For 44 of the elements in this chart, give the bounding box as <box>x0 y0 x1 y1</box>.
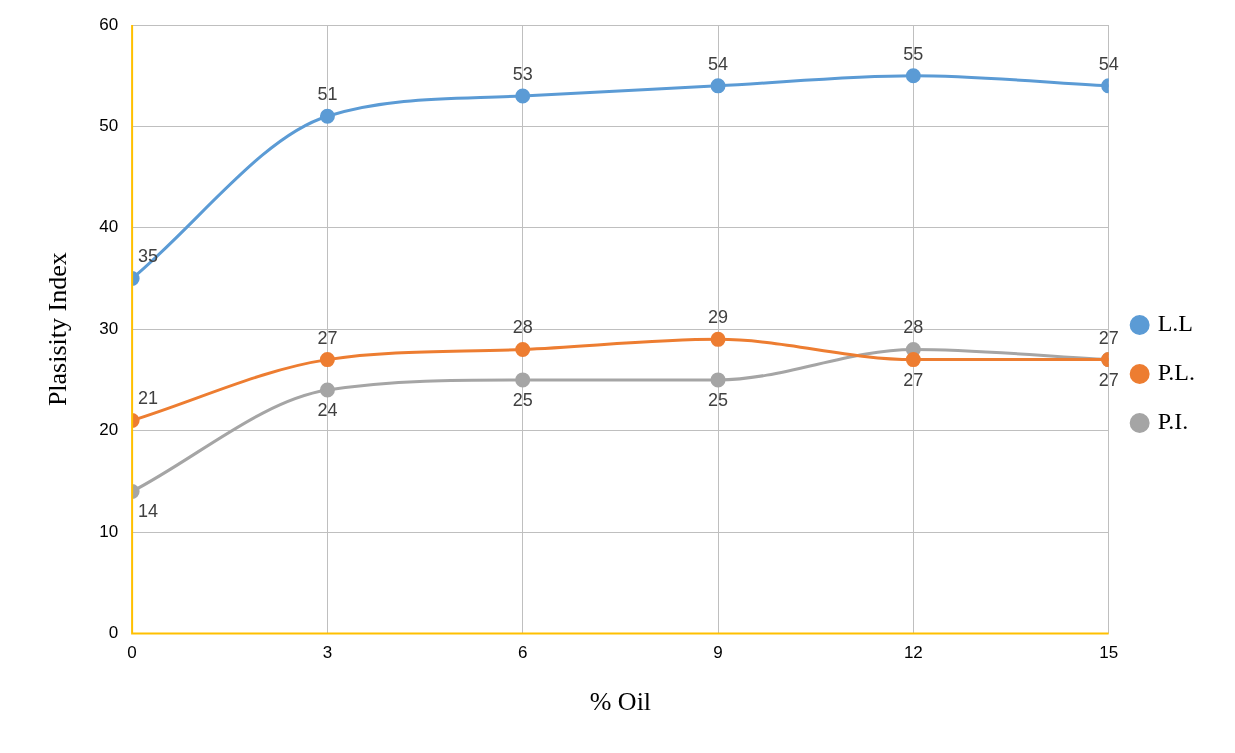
y-tick-label: 30 <box>99 318 119 338</box>
x-tick-label: 6 <box>517 643 528 663</box>
x-tick-label: 3 <box>322 643 333 663</box>
legend-label: P.I. <box>1157 408 1189 435</box>
data-label: 24 <box>317 400 338 421</box>
y-tick-label: 60 <box>99 14 119 34</box>
data-label: 29 <box>708 307 729 328</box>
data-label: 27 <box>317 327 338 348</box>
point <box>515 88 531 104</box>
x-tick-label: 9 <box>713 643 723 663</box>
point <box>710 78 726 94</box>
data-label: 35 <box>138 246 159 267</box>
point <box>905 352 921 368</box>
y-tick-label: 40 <box>99 217 119 237</box>
x-tick-label: 15 <box>1099 643 1119 663</box>
data-label: 21 <box>138 388 159 409</box>
data-label: 51 <box>317 84 338 105</box>
data-label: 54 <box>1098 53 1119 74</box>
y-tick-label: 10 <box>99 521 119 541</box>
data-label: 27 <box>1098 369 1119 390</box>
y-tick-label: 0 <box>108 623 119 643</box>
legend-label: L.L <box>1157 310 1193 337</box>
data-label: 27 <box>1098 327 1119 348</box>
data-label: 54 <box>708 53 729 74</box>
legend-label: P.L. <box>1157 359 1196 386</box>
y-axis-title: Plasisity Index <box>43 252 73 407</box>
y-tick-label: 50 <box>99 116 119 136</box>
data-label: 53 <box>512 63 533 84</box>
data-label: 55 <box>903 43 924 64</box>
x-axis-title: % Oil <box>589 687 652 717</box>
data-label: 28 <box>512 317 533 338</box>
x-tick-label: 12 <box>903 643 923 663</box>
data-label: 14 <box>138 501 159 522</box>
y-tick-label: 20 <box>99 420 119 440</box>
data-label: 25 <box>708 389 729 410</box>
point <box>710 331 726 347</box>
data-label: 28 <box>903 317 924 338</box>
point <box>515 341 531 357</box>
x-tick-label: 0 <box>127 643 137 663</box>
point <box>515 372 531 388</box>
data-label: 25 <box>512 389 533 410</box>
point <box>905 68 921 84</box>
data-label: 27 <box>903 369 924 390</box>
point <box>710 372 726 388</box>
